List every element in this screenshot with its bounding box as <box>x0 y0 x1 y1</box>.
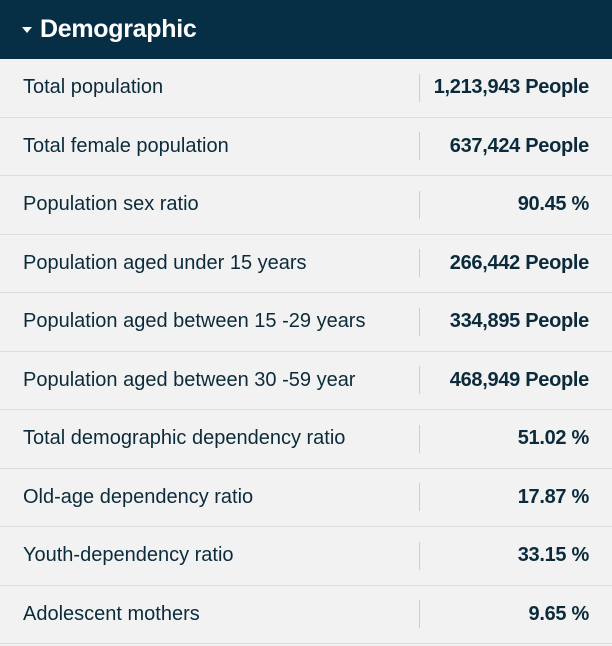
stat-value: 17.87 % <box>517 485 590 508</box>
divider <box>419 600 420 629</box>
section-title: Demographic <box>40 15 197 43</box>
stat-row: Youth-dependency ratio 33.15 % <box>0 527 612 586</box>
stat-value: 51.02 % <box>517 427 590 450</box>
stat-label: Population aged between 15 -29 years <box>23 310 366 333</box>
section-header[interactable]: Demographic <box>0 0 612 59</box>
divider <box>419 483 420 512</box>
stat-row: Old-age dependency ratio 17.87 % <box>0 469 612 527</box>
stat-label: Population aged under 15 years <box>23 251 307 274</box>
divider <box>419 541 420 570</box>
stat-label: Old-age dependency ratio <box>23 485 254 508</box>
divider <box>419 73 420 102</box>
divider <box>419 307 420 336</box>
stat-value: 334,895 People <box>449 310 590 333</box>
stat-value: 266,442 People <box>449 251 590 274</box>
stat-value: 9.65 % <box>528 602 590 625</box>
stat-row: Population aged between 30 -59 year 468,… <box>0 352 612 410</box>
stat-value: 1,213,943 People <box>433 76 590 99</box>
stat-value: 33.15 % <box>517 544 590 567</box>
stat-row: Population aged between 15 -29 years 334… <box>0 293 612 352</box>
stat-row: Population sex ratio 90.45 % <box>0 176 612 235</box>
stat-row: Total demographic dependency ratio 51.02… <box>0 410 612 469</box>
divider <box>419 249 420 278</box>
stat-value: 637,424 People <box>449 134 590 157</box>
stat-row: Adolescent mothers 9.65 % <box>0 586 612 644</box>
divider <box>419 424 420 453</box>
divider <box>419 190 420 219</box>
stat-row: Total population 1,213,943 People <box>0 59 612 118</box>
stat-value: 468,949 People <box>449 368 590 391</box>
stat-value: 90.45 % <box>517 193 590 216</box>
stat-label: Population sex ratio <box>23 193 199 216</box>
stat-row: Total female population 637,424 People <box>0 118 612 176</box>
stat-label: Total demographic dependency ratio <box>23 427 346 450</box>
stat-row: Population aged under 15 years 266,442 P… <box>0 235 612 293</box>
stat-label: Adolescent mothers <box>23 602 200 625</box>
stat-label: Total female population <box>23 134 229 157</box>
divider <box>419 132 420 161</box>
stat-label: Total population <box>23 76 164 99</box>
stats-list: Total population 1,213,943 People Total … <box>0 59 612 644</box>
divider <box>419 366 420 395</box>
caret-down-icon[interactable] <box>22 27 32 33</box>
stat-label: Youth-dependency ratio <box>23 544 234 567</box>
stat-label: Population aged between 30 -59 year <box>23 368 356 391</box>
